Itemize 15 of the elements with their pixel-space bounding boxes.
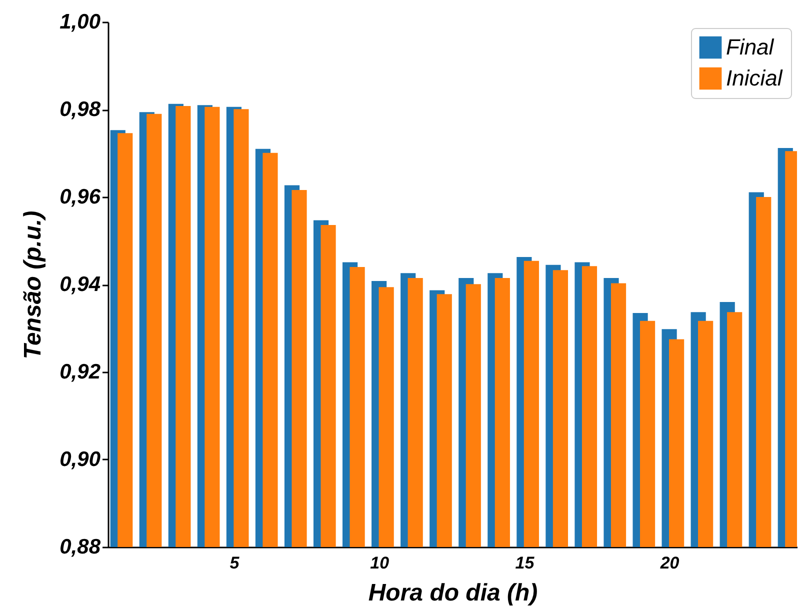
y-tick-label: 0,88 bbox=[60, 536, 101, 558]
legend-label: Inicial bbox=[726, 66, 784, 90]
y-tick-label: 0,94 bbox=[60, 273, 101, 296]
y-tick-label: 0,92 bbox=[60, 360, 101, 384]
x-axis-title: Hora do dia (h) bbox=[368, 580, 538, 606]
y-axis-title: Tensão (p.u.) bbox=[20, 210, 47, 360]
x-tick-label: 10 bbox=[370, 554, 390, 572]
x-tick-label: 15 bbox=[515, 554, 535, 572]
y-tick-label: 0,90 bbox=[60, 448, 101, 471]
y-tick-label: 0,98 bbox=[60, 98, 101, 121]
y-tick-label: 0,96 bbox=[60, 186, 101, 208]
x-tick-label: 5 bbox=[230, 554, 240, 572]
y-tick-label: 1,00 bbox=[60, 10, 101, 34]
x-tick-label: 20 bbox=[659, 554, 680, 572]
legend-label: Final bbox=[726, 34, 775, 60]
